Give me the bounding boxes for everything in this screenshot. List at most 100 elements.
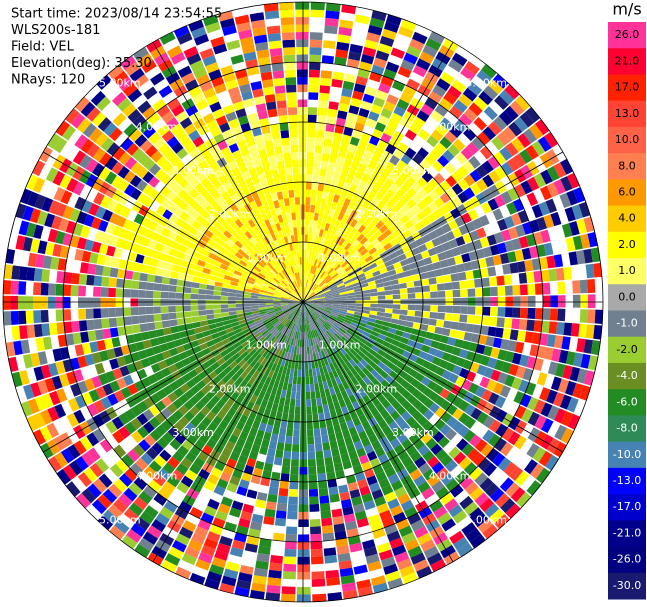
radar-gate <box>260 284 269 290</box>
radar-gate <box>254 198 263 208</box>
radar-gate <box>314 144 323 154</box>
radar-gate <box>437 436 450 449</box>
radar-gate <box>239 259 248 267</box>
radar-gate <box>200 234 210 244</box>
radar-gate <box>317 473 327 482</box>
radar-gate <box>270 123 280 133</box>
radar-gate <box>155 267 165 277</box>
radar-gate <box>430 305 438 312</box>
radar-gate <box>338 374 346 384</box>
radar-gate <box>292 376 298 385</box>
radar-gate <box>334 332 342 340</box>
radar-gate <box>434 244 445 254</box>
radar-gate <box>506 201 518 215</box>
radar-gate <box>232 444 243 455</box>
radar-gate <box>317 107 328 116</box>
radar-gate <box>312 321 318 330</box>
radar-gate <box>80 101 96 117</box>
radar-gate <box>230 93 243 105</box>
radar-gate <box>235 376 244 386</box>
spoke <box>42 151 304 303</box>
radar-gate <box>363 546 378 557</box>
radar-gate <box>408 433 420 445</box>
radar-gate <box>26 415 39 432</box>
radar-gate <box>325 330 333 338</box>
radar-gate <box>274 184 282 193</box>
radar-gate <box>129 67 145 82</box>
radar-gate <box>435 319 445 328</box>
radar-gate <box>318 487 329 497</box>
radar-gate <box>429 499 444 513</box>
radar-gate <box>239 215 248 225</box>
radar-gate <box>259 312 268 318</box>
radar-gate <box>235 420 245 431</box>
radar-gate <box>158 85 173 99</box>
radar-gate <box>355 75 368 86</box>
radar-gate <box>254 253 262 261</box>
radar-gate <box>280 325 287 333</box>
radar-gate <box>194 245 204 254</box>
radar-gate <box>318 326 325 334</box>
radar-gate <box>34 395 47 412</box>
radar-gate <box>284 375 290 384</box>
radar-gate <box>315 243 320 252</box>
radar-gate <box>343 319 352 325</box>
radar-gate <box>310 197 317 206</box>
radar-gate <box>503 317 513 329</box>
radar-gate <box>400 304 408 310</box>
radar-gate <box>295 338 299 347</box>
radar-gate <box>374 365 383 374</box>
radar-gate <box>366 321 375 327</box>
radar-gate <box>344 353 352 362</box>
radar-gate <box>467 81 483 96</box>
radar-gate <box>56 322 66 335</box>
radar-gate <box>358 370 367 380</box>
radar-gate <box>413 280 422 287</box>
radar-gate <box>59 158 73 174</box>
radar-gate <box>183 411 195 422</box>
radar-gate <box>389 323 398 330</box>
radar-gate <box>403 326 413 334</box>
radar-gate <box>324 331 331 339</box>
radar-gate <box>565 237 576 252</box>
radar-gate <box>384 260 393 268</box>
radar-gate <box>205 155 217 167</box>
radar-gate <box>252 329 260 336</box>
radar-gate <box>290 306 298 312</box>
radar-gate <box>439 117 454 131</box>
radar-gate <box>412 322 421 330</box>
radar-gate <box>206 214 216 225</box>
radar-gate <box>332 361 339 370</box>
radar-gate <box>247 276 256 282</box>
radar-gate <box>448 354 459 365</box>
radar-gate <box>412 65 428 78</box>
radar-gate <box>10 295 19 310</box>
radar-gate <box>347 307 356 312</box>
radar-gate <box>338 26 353 37</box>
radar-gate <box>192 321 201 329</box>
radar-gate <box>264 321 273 328</box>
radar-gate <box>334 530 347 540</box>
radar-gate <box>340 325 348 332</box>
radar-gate <box>459 280 468 289</box>
radar-gate <box>384 290 393 296</box>
radar-gate <box>336 318 344 324</box>
radar-gate <box>277 254 284 263</box>
radar-gate <box>373 229 383 239</box>
radar-gate <box>273 395 281 405</box>
radar-gate <box>251 420 261 430</box>
radar-gate <box>353 364 362 374</box>
radar-gate <box>407 310 416 317</box>
radar-gate <box>295 300 303 302</box>
radar-gate <box>319 206 326 215</box>
radar-gate <box>362 293 371 297</box>
radar-gate <box>150 363 161 374</box>
radar-gate <box>295 302 303 305</box>
radar-gate <box>368 514 381 525</box>
radar-gate <box>391 544 407 557</box>
radar-gate <box>337 329 345 336</box>
radar-gate <box>30 382 42 398</box>
radar-gate <box>420 278 430 286</box>
radar-gate <box>226 482 238 493</box>
radar-gate <box>354 510 367 521</box>
